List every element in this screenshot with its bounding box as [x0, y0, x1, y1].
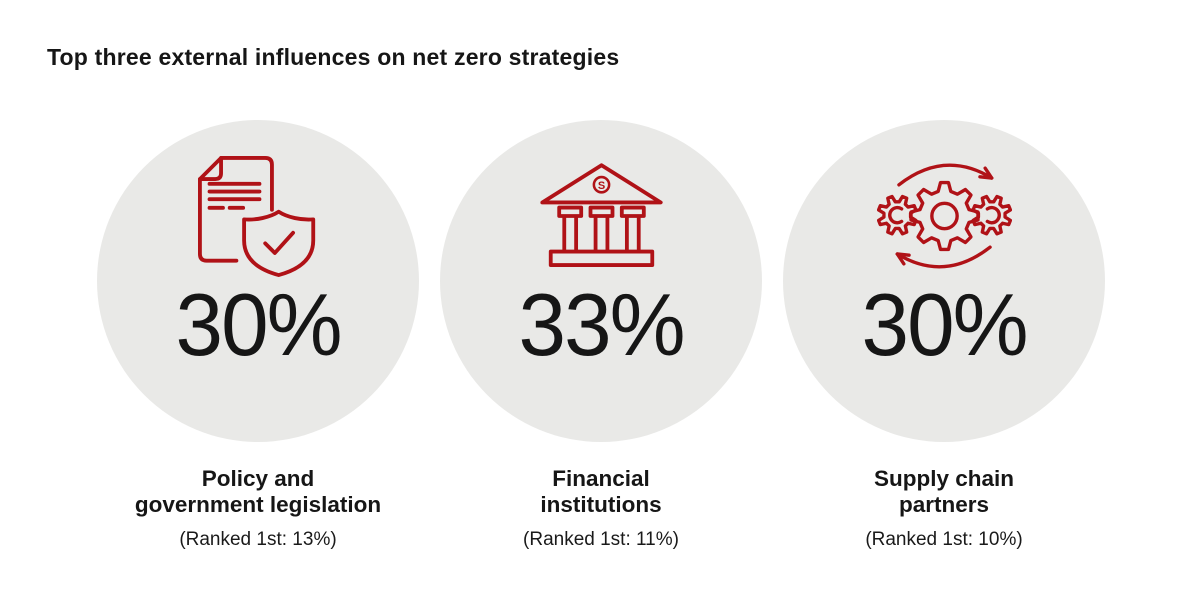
card-policy: 30% Policy and government legislation (R…	[97, 120, 419, 551]
influence-label: Supply chain partners	[874, 466, 1014, 519]
bank-icon: S	[538, 153, 665, 279]
influence-label: Financial institutions	[540, 466, 661, 519]
ranked-note: (Ranked 1st: 10%)	[865, 528, 1023, 550]
gears-cycle-icon	[876, 153, 1012, 279]
label-line-1: Policy and	[201, 466, 315, 491]
card-supply-chain: 30% Supply chain partners (Ranked 1st: 1…	[783, 120, 1105, 551]
stat-circle: S 33%	[440, 120, 762, 442]
influence-cards: 30% Policy and government legislation (R…	[97, 120, 1105, 551]
document-shield-icon	[197, 153, 319, 279]
ranked-note: (Ranked 1st: 11%)	[523, 528, 679, 550]
percent-value: 30%	[861, 275, 1028, 374]
label-line-2: institutions	[540, 492, 662, 518]
stat-circle: 30%	[97, 120, 419, 442]
label-line-2: government legislation	[134, 492, 382, 518]
card-financial: S 33% Financial	[440, 120, 762, 551]
page-title: Top three external influences on net zer…	[47, 44, 620, 70]
percent-value: 33%	[518, 275, 685, 374]
label-line-1: Supply chain	[873, 466, 1015, 491]
label-line-1: Financial	[552, 466, 650, 491]
ranked-note: (Ranked 1st: 13%)	[179, 528, 337, 550]
influence-label: Policy and government legislation	[135, 466, 381, 519]
percent-value: 30%	[175, 275, 342, 374]
stat-circle: 30%	[783, 120, 1105, 442]
dollar-letter: S	[597, 180, 604, 192]
label-line-2: partners	[898, 492, 990, 518]
